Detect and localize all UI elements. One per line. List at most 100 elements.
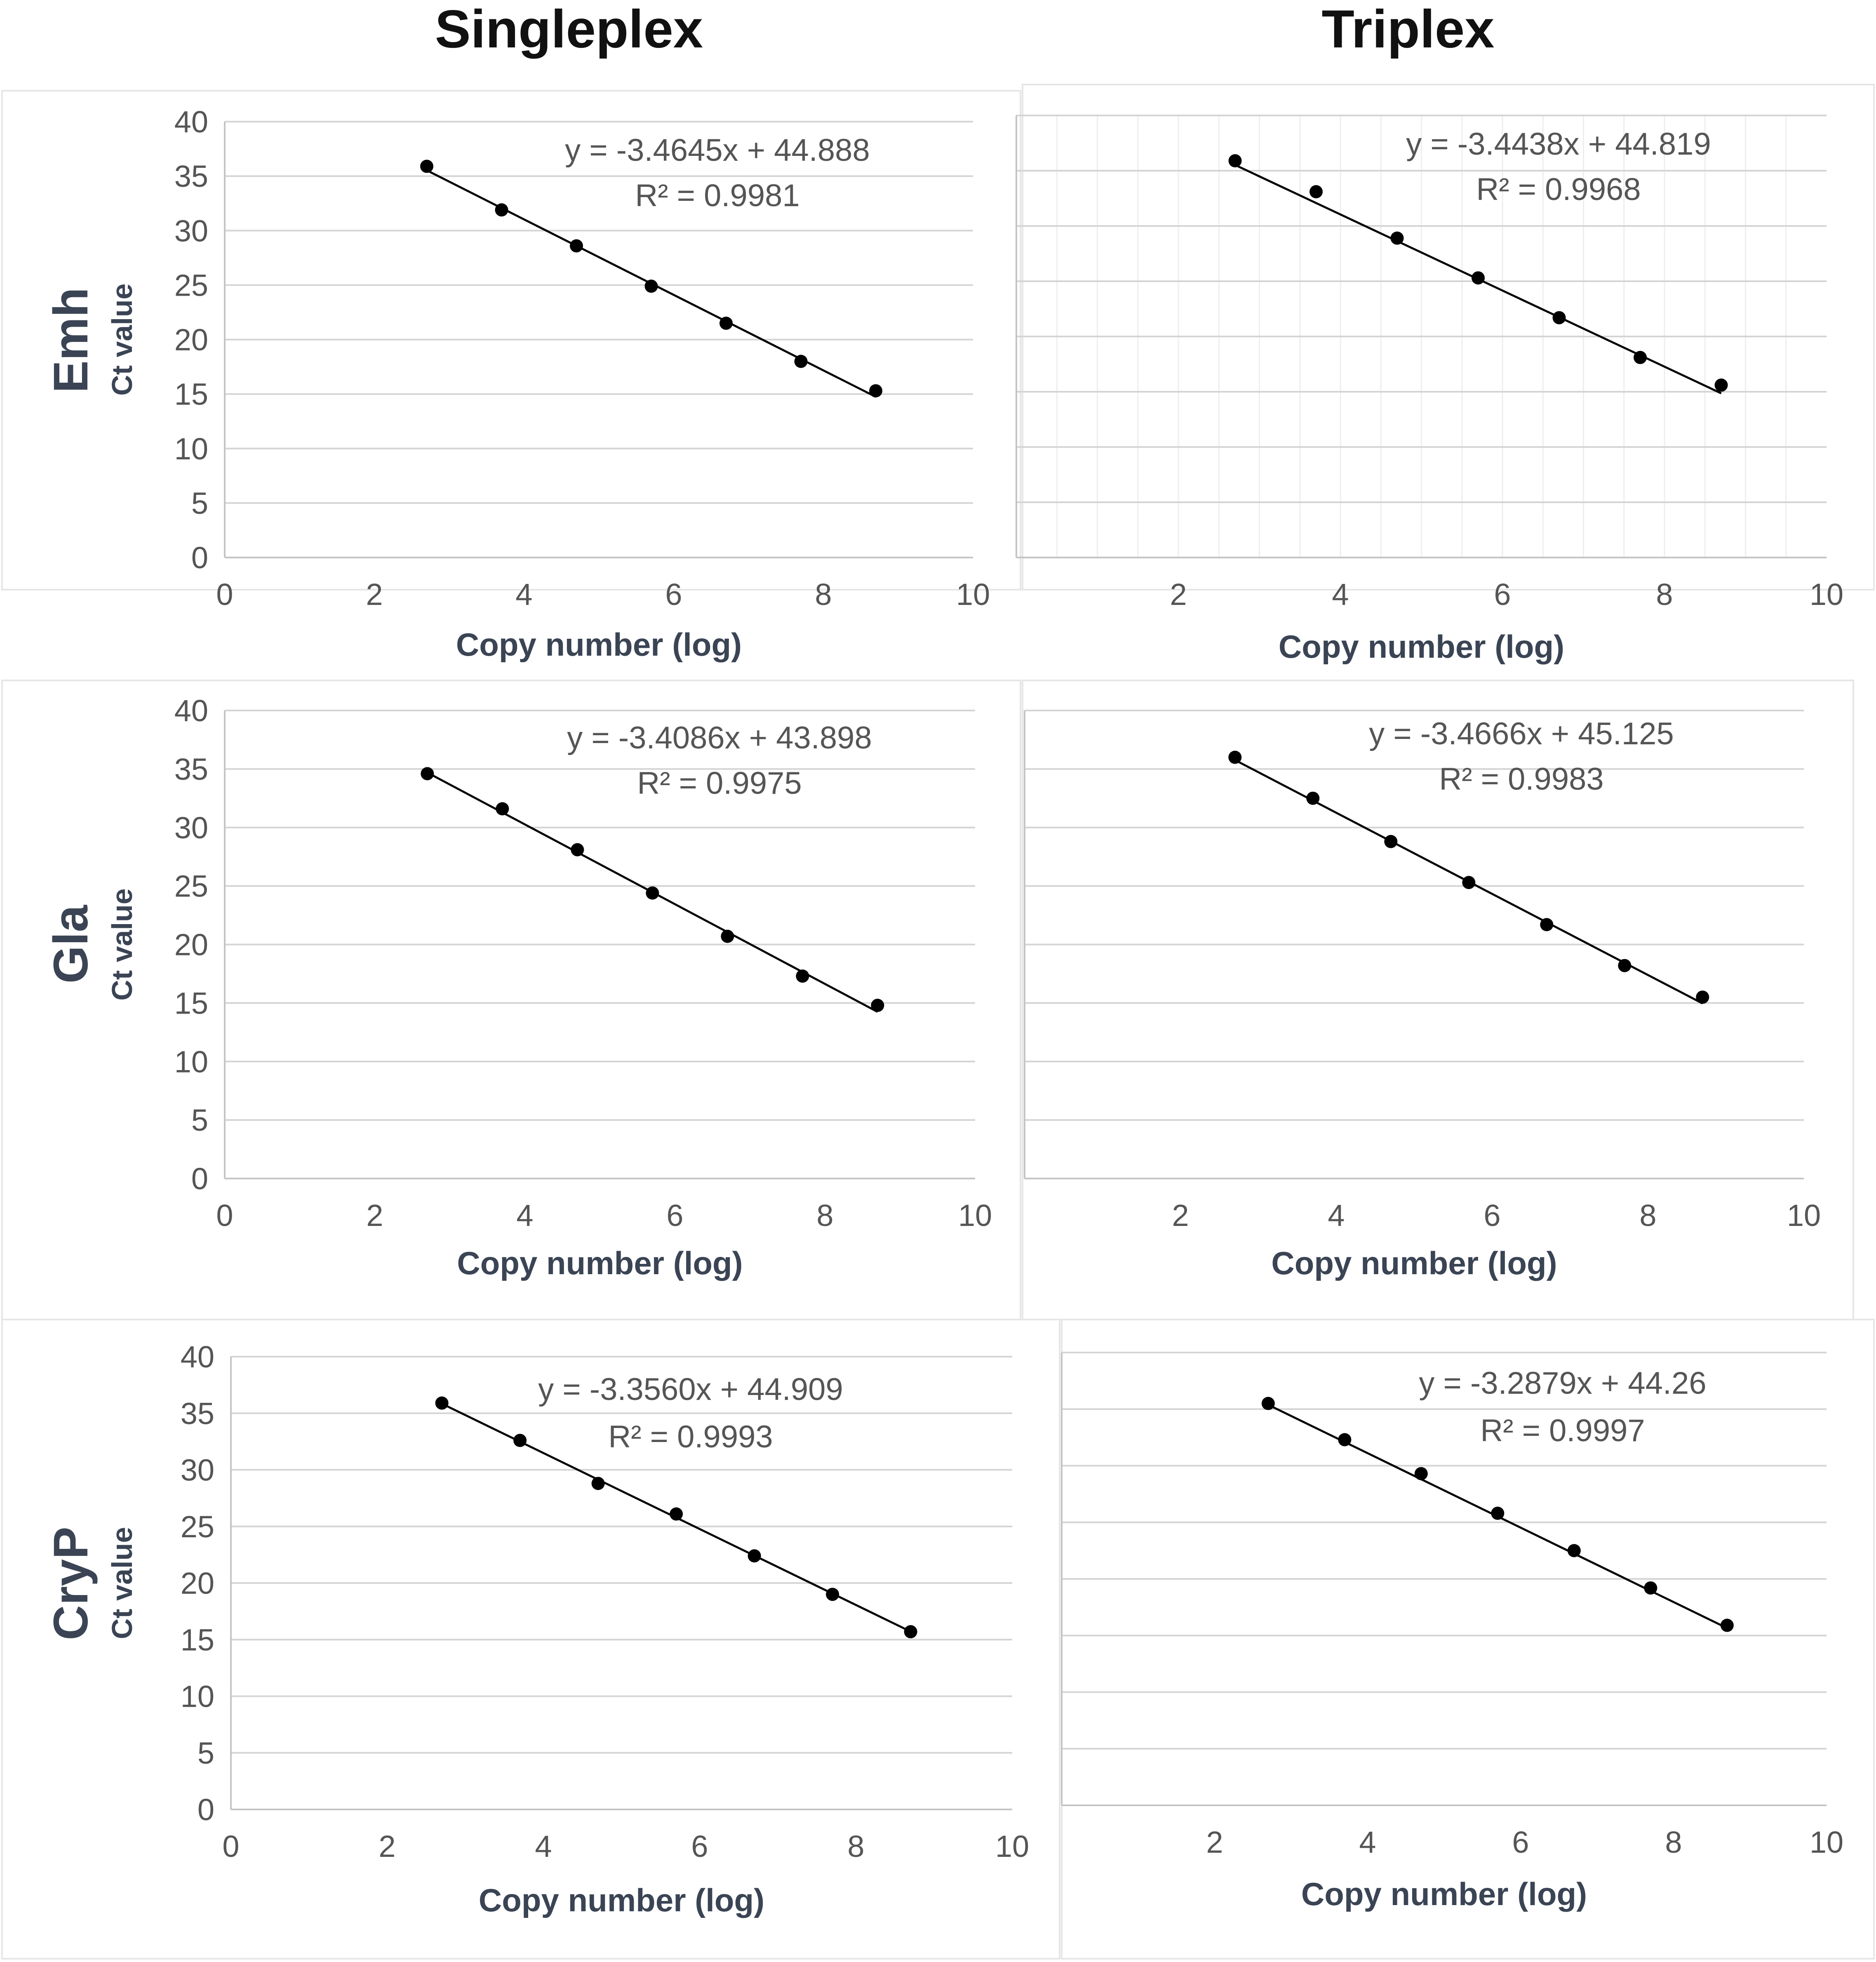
chart-panel-cryp-singleplex: 0 5 10 15 20 25 30 35 40 0 2 4 6 8 10 Copy number (log)… — [1, 1319, 1060, 1960]
y-tick-label: 25 — [174, 869, 208, 903]
panel-frame — [1, 680, 1021, 1320]
x-tick-label: 4 — [515, 577, 532, 612]
data-point — [1306, 791, 1320, 805]
data-point — [591, 1477, 605, 1490]
data-point — [871, 999, 884, 1012]
x-tick-label: 10 — [956, 577, 990, 612]
panel-frame — [1061, 1319, 1875, 1960]
x-tick-label: 2 — [366, 577, 383, 612]
data-point — [1696, 990, 1709, 1004]
trendline-equation: y = -3.4438x + 44.819 — [1406, 127, 1711, 162]
panel-frame — [1, 1319, 1060, 1960]
y-tick-label: 30 — [174, 811, 208, 845]
data-point — [1540, 918, 1554, 932]
x-tick-label: 4 — [1328, 1198, 1345, 1233]
y-tick-label: 10 — [174, 432, 208, 466]
chart-panel-emh-singleplex: 0 5 10 15 20 25 30 35 40 0 2 4 6 8 10 Copy number (log)… — [1, 90, 1021, 663]
y-tick-label: 5 — [191, 486, 208, 520]
data-point — [748, 1549, 761, 1563]
y-tick-label: 20 — [181, 1566, 214, 1600]
data-point — [904, 1625, 917, 1639]
x-tick-label: 2 — [378, 1829, 395, 1863]
y-tick-label: 0 — [191, 541, 208, 575]
x-tick-label: 4 — [535, 1829, 552, 1863]
chart-panel-gla-triplex: 2 4 6 8 10 Copy number (log) y = -3.4666x + 45… — [1022, 680, 1854, 1320]
data-point — [435, 1396, 449, 1410]
data-point — [1634, 351, 1647, 364]
x-tick-label: 8 — [1639, 1198, 1656, 1233]
y-tick-label: 25 — [174, 268, 208, 302]
y-tick-label: 20 — [174, 323, 208, 357]
x-tick-label: 0 — [222, 1829, 239, 1863]
x-tick-label: 8 — [816, 1198, 833, 1233]
x-tick-label: 6 — [1494, 577, 1511, 612]
y-tick-label: 25 — [181, 1510, 214, 1544]
y-tick-label: 10 — [174, 1045, 208, 1079]
y-tick-label: 5 — [197, 1736, 214, 1770]
data-point — [420, 160, 434, 173]
x-tick-label: 6 — [1483, 1198, 1500, 1233]
data-point — [1309, 185, 1323, 198]
x-tick-label: 0 — [216, 577, 233, 612]
y-axis-label: Ct value — [106, 283, 138, 395]
data-point — [1714, 378, 1728, 392]
y-tick-label: 30 — [174, 214, 208, 248]
x-tick-label: 2 — [1206, 1825, 1223, 1859]
data-point — [869, 384, 883, 398]
x-tick-label: 8 — [815, 577, 832, 612]
y-tick-label: 0 — [191, 1162, 208, 1196]
row-label-gla: Gla — [44, 905, 98, 984]
data-point — [670, 1507, 683, 1521]
x-tick-label: 4 — [1359, 1825, 1376, 1859]
column-title-singleplex: Singleplex — [435, 0, 703, 59]
y-tick-label: 35 — [174, 159, 208, 193]
x-axis-label: Copy number (log) — [456, 626, 742, 663]
x-tick-label: 10 — [995, 1829, 1029, 1863]
x-tick-label: 2 — [1170, 577, 1187, 612]
r-squared-label: R² = 0.9993 — [608, 1419, 773, 1454]
x-tick-label: 8 — [847, 1829, 864, 1863]
trendline-equation: y = -3.4086x + 43.898 — [567, 720, 872, 755]
x-axis-label: Copy number (log) — [1271, 1245, 1557, 1281]
trendline-equation: y = -3.4666x + 45.125 — [1369, 716, 1674, 751]
data-point — [571, 843, 584, 856]
data-point — [570, 239, 583, 253]
data-point — [794, 355, 808, 368]
data-point — [1384, 835, 1398, 848]
r-squared-label: R² = 0.9997 — [1480, 1413, 1645, 1448]
x-tick-label: 6 — [1512, 1825, 1529, 1859]
y-tick-label: 35 — [174, 752, 208, 786]
r-squared-label: R² = 0.9983 — [1439, 762, 1603, 797]
data-point — [421, 767, 434, 781]
y-tick-label: 40 — [174, 694, 208, 728]
trendline-equation: y = -3.2879x + 44.26 — [1419, 1366, 1706, 1401]
x-tick-label: 4 — [516, 1198, 533, 1233]
data-point — [513, 1434, 527, 1447]
x-tick-label: 8 — [1665, 1825, 1682, 1859]
x-axis-label: Copy number (log) — [1301, 1876, 1587, 1912]
x-tick-label: 6 — [691, 1829, 708, 1863]
panel-frame — [1, 90, 1021, 590]
chart-panel-gla-singleplex: 0 5 10 15 20 25 30 35 40 0 2 4 6 8 10 Copy number (log)… — [1, 680, 1021, 1320]
x-axis-label: Copy number (log) — [1279, 628, 1564, 665]
data-point — [646, 886, 659, 900]
y-tick-label: 0 — [197, 1793, 214, 1827]
panel-frame — [1022, 680, 1854, 1320]
y-tick-label: 10 — [181, 1680, 214, 1714]
x-tick-label: 10 — [1810, 577, 1843, 612]
data-point — [1552, 311, 1566, 325]
chart-panel-emh-triplex: 2 4 6 8 10 Copy number (log) y = -3.4438x + 44… — [1016, 84, 1875, 665]
trendline-equation: y = -3.3560x + 44.909 — [538, 1372, 843, 1407]
y-tick-label: 40 — [174, 105, 208, 139]
data-point — [496, 802, 509, 816]
y-tick-label: 15 — [174, 377, 208, 412]
data-point — [796, 969, 809, 983]
data-point — [1720, 1619, 1734, 1632]
column-title-triplex: Triplex — [1321, 0, 1494, 59]
y-axis-label: Ct value — [106, 888, 138, 1000]
x-tick-label: 10 — [958, 1198, 992, 1233]
x-tick-label: 10 — [1787, 1198, 1821, 1233]
trendline-equation: y = -3.4645x + 44.888 — [565, 133, 870, 168]
